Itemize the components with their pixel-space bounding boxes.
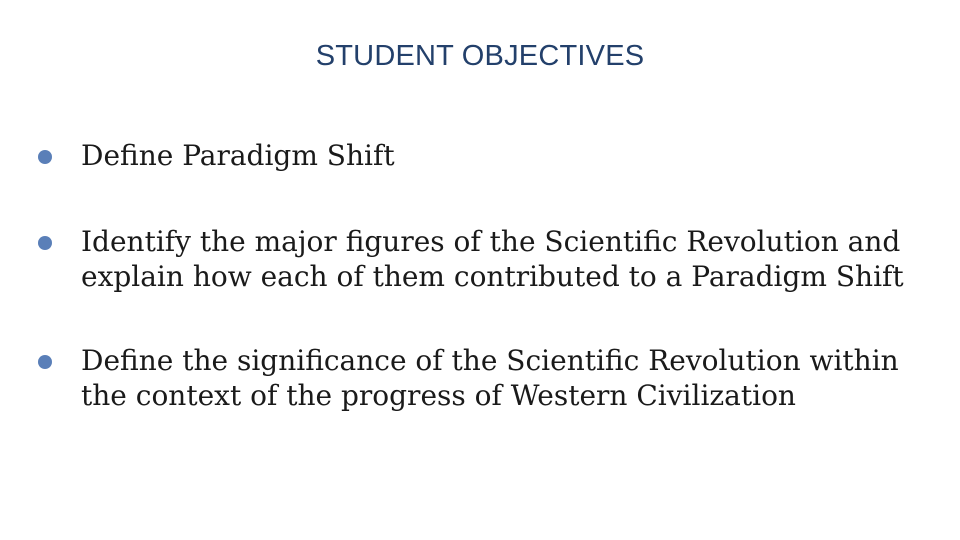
objective-text: Identify the major figures of the Scient… <box>81 224 931 294</box>
objective-line: the context of the progress of Western C… <box>81 379 796 412</box>
objective-line: Define the significance of the Scientifi… <box>81 344 899 377</box>
objective-item: Identify the major figures of the Scient… <box>38 224 938 294</box>
bullet-dot-icon <box>38 355 52 369</box>
objective-item: Define Paradigm Shift <box>38 138 938 173</box>
objective-text: Define the significance of the Scientifi… <box>81 343 931 413</box>
slide-title: STUDENT OBJECTIVES <box>315 40 645 72</box>
bullet-dot-icon <box>38 150 52 164</box>
objective-text: Define Paradigm Shift <box>81 138 931 173</box>
objective-item: Define the significance of the Scientifi… <box>38 343 938 413</box>
objective-line: explain how each of them contributed to … <box>81 260 904 293</box>
objective-line: Define Paradigm Shift <box>81 139 395 172</box>
objective-line: Identify the major figures of the Scient… <box>81 225 901 258</box>
bullet-dot-icon <box>38 236 52 250</box>
